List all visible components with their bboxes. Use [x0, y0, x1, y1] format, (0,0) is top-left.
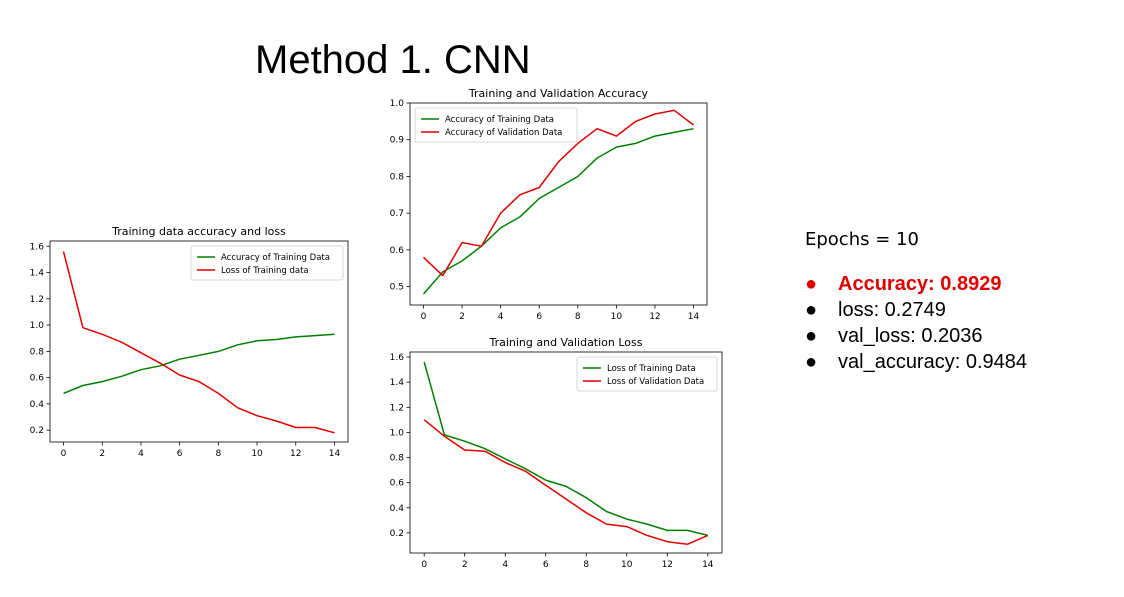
chart-title: Training data accuracy and loss — [111, 225, 286, 238]
x-tick-label: 14 — [329, 449, 341, 459]
y-tick-label: 0.5 — [390, 283, 404, 293]
x-tick-label: 14 — [702, 560, 714, 570]
series-line-1 — [62, 251, 335, 434]
bullet-icon: ● — [805, 351, 818, 373]
y-tick-label: 0.9 — [390, 136, 405, 146]
metric-val-loss-label: val_loss: 0.2036 — [838, 325, 983, 347]
metric-val-accuracy: ● val_accuracy: 0.9484 — [805, 349, 1027, 375]
legend-box — [414, 107, 578, 143]
y-tick-label: 0.4 — [390, 504, 405, 514]
x-tick-label: 0 — [421, 560, 427, 570]
x-tick-label: 10 — [621, 560, 633, 570]
series-line-0 — [422, 127, 694, 295]
y-tick-label: 0.8 — [30, 347, 45, 357]
y-tick-label: 0.8 — [390, 172, 405, 182]
results-panel: Epochs = 10 ● Accuracy: 0.8929 ● loss: 0.2… — [805, 229, 1027, 375]
legend-label: Accuracy of Training Data — [221, 253, 330, 263]
x-tick-label: 8 — [575, 312, 581, 322]
y-tick-label: 1.0 — [390, 428, 405, 438]
chart-title: Training and Validation Accuracy — [468, 87, 649, 100]
y-tick-label: 1.0 — [30, 321, 45, 331]
metric-val-loss: ● val_loss: 0.2036 — [805, 323, 1027, 349]
y-tick-label: 0.6 — [30, 374, 45, 384]
legend-box — [190, 245, 344, 281]
plot-frame — [49, 240, 349, 443]
bullet-icon: ● — [805, 273, 818, 295]
metric-accuracy-label: Accuracy: 0.8929 — [838, 273, 1002, 295]
y-tick-label: 0.7 — [390, 209, 404, 219]
legend-label: Accuracy of Training Data — [445, 115, 554, 125]
series-line-0 — [423, 361, 708, 537]
bullet-icon: ● — [805, 299, 818, 321]
x-tick-label: 2 — [459, 312, 465, 322]
y-tick-label: 1.2 — [390, 403, 404, 413]
y-tick-label: 0.2 — [30, 426, 44, 436]
legend-box — [576, 356, 718, 392]
y-tick-label: 1.6 — [30, 242, 45, 252]
plot-frame — [409, 351, 723, 554]
y-tick-label: 1.4 — [390, 378, 405, 388]
y-tick-label: 1.6 — [390, 353, 405, 363]
y-tick-label: 0.2 — [390, 529, 404, 539]
y-tick-label: 0.4 — [30, 400, 45, 410]
legend-label: Loss of Validation Data — [607, 377, 704, 387]
y-tick-label: 1.0 — [390, 99, 405, 109]
x-tick-label: 2 — [99, 449, 105, 459]
legend-label: Loss of Training Data — [607, 364, 696, 374]
x-tick-label: 14 — [688, 312, 700, 322]
metric-loss: ● loss: 0.2749 — [805, 297, 1027, 323]
bullet-icon: ● — [805, 325, 818, 347]
x-tick-label: 10 — [251, 449, 263, 459]
epochs-label: Epochs = 10 — [805, 229, 919, 250]
legend-label: Accuracy of Validation Data — [445, 128, 562, 138]
training-accuracy-loss-chart: Training data accuracy and loss 0 2 4 6 8 10 12… — [30, 225, 349, 459]
slide-title: Method 1. CNN — [255, 38, 531, 82]
x-tick-label: 12 — [649, 312, 660, 322]
training-validation-accuracy-chart: Training and Validation Accuracy 0 2 4 6 8 10 1… — [390, 87, 708, 322]
y-tick-label: 0.6 — [390, 479, 405, 489]
y-tick-label: 1.2 — [30, 295, 44, 305]
metric-val-accuracy-label: val_accuracy: 0.9484 — [838, 351, 1028, 373]
metric-loss-label: loss: 0.2749 — [838, 299, 946, 321]
plot-frame — [409, 102, 708, 306]
series-line-1 — [422, 109, 694, 277]
x-tick-label: 4 — [498, 312, 504, 322]
x-tick-label: 6 — [543, 560, 549, 570]
x-tick-label: 6 — [177, 449, 183, 459]
series-line-0 — [63, 333, 335, 395]
x-tick-label: 8 — [215, 449, 221, 459]
training-validation-loss-chart: Training and Validation Loss 0 2 4 6 8 10 12 14 0… — [390, 336, 723, 570]
metric-accuracy: ● Accuracy: 0.8929 — [805, 271, 1027, 297]
x-tick-label: 6 — [536, 312, 542, 322]
series-line-1 — [423, 419, 709, 545]
x-tick-label: 12 — [290, 449, 301, 459]
legend-label: Loss of Training data — [221, 266, 309, 276]
y-tick-label: 0.6 — [390, 246, 405, 256]
chart-title: Training and Validation Loss — [488, 336, 642, 349]
x-tick-label: 4 — [502, 560, 508, 570]
x-tick-label: 8 — [583, 560, 589, 570]
x-tick-label: 0 — [61, 449, 67, 459]
x-tick-label: 2 — [462, 560, 468, 570]
y-tick-label: 1.4 — [30, 269, 45, 279]
metrics-list: ● Accuracy: 0.8929 ● loss: 0.2749 ● val_los… — [805, 271, 1027, 375]
x-tick-label: 4 — [138, 449, 144, 459]
x-tick-label: 12 — [662, 560, 673, 570]
y-tick-label: 0.8 — [390, 454, 405, 464]
x-tick-label: 10 — [611, 312, 623, 322]
x-tick-label: 0 — [421, 312, 427, 322]
